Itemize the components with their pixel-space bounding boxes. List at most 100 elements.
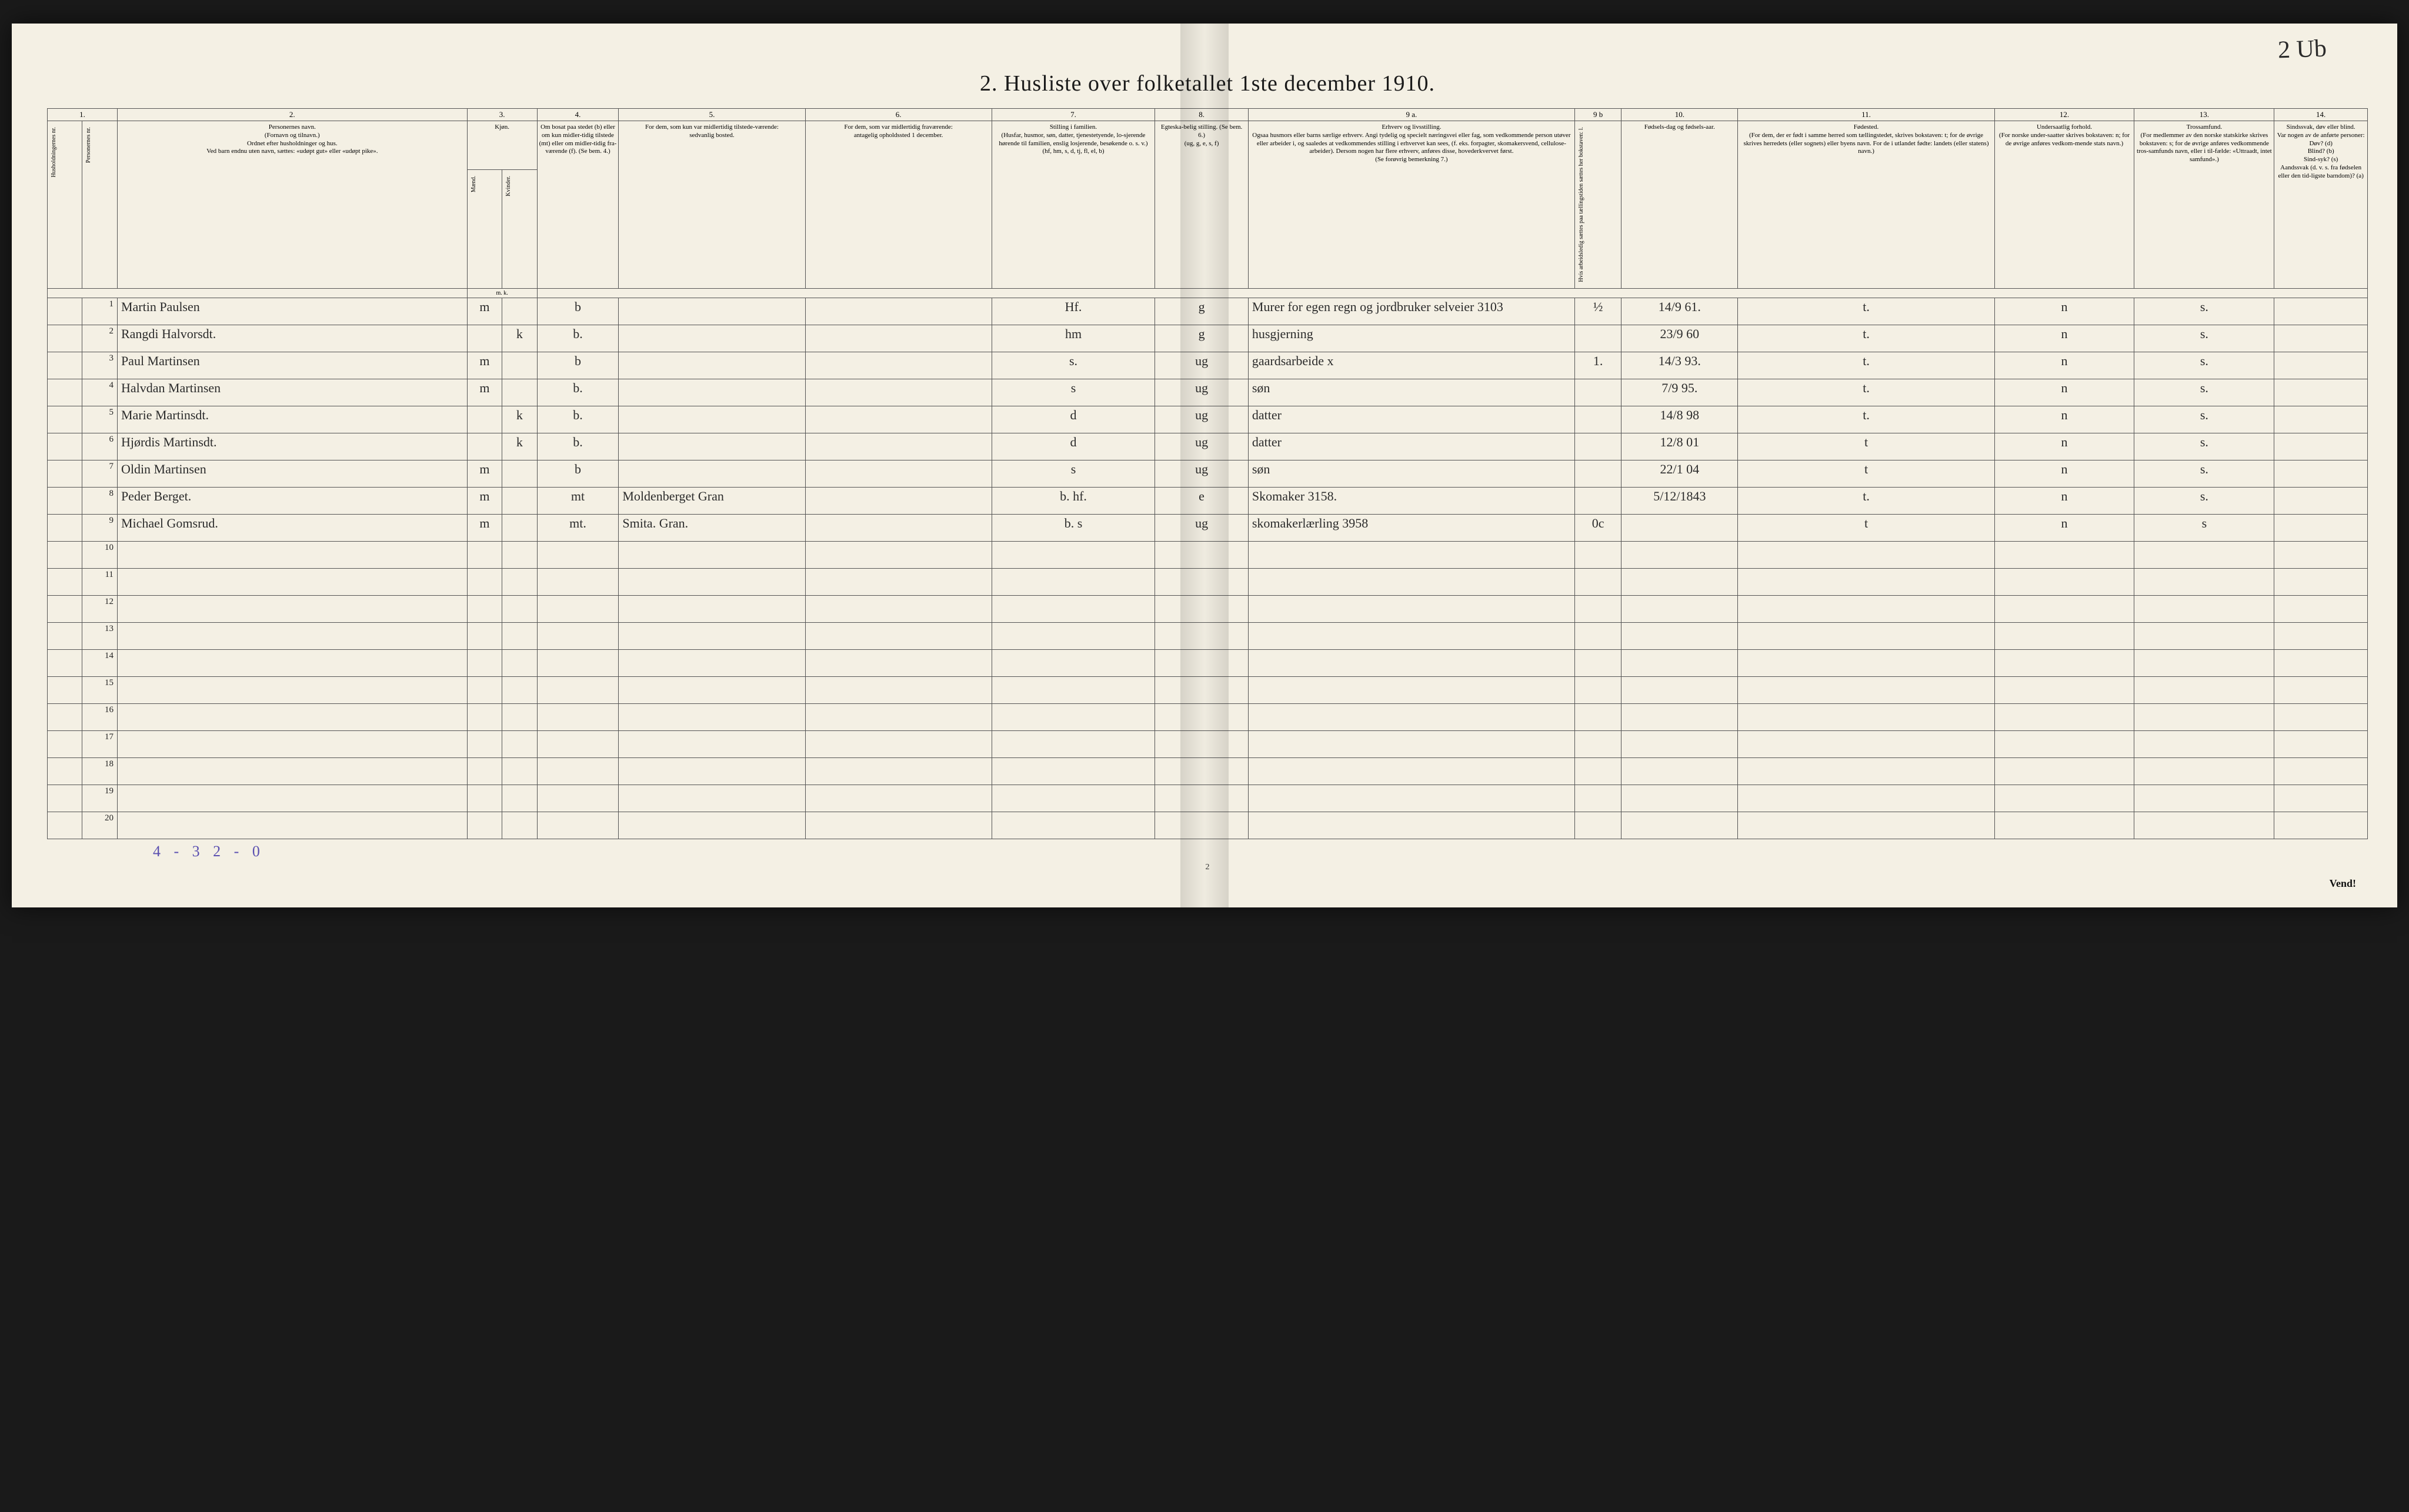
colnum: 7. [992, 109, 1155, 121]
cell [1994, 541, 2134, 568]
cell [992, 703, 1155, 730]
cell: n [1994, 298, 2134, 325]
cell [805, 298, 992, 325]
header-text: Husholdningernes nr. [49, 124, 59, 181]
cell: t. [1738, 406, 1994, 433]
page-number: 2 [47, 863, 2368, 872]
cell [48, 541, 82, 568]
cell [2134, 541, 2274, 568]
cell: n [1994, 460, 2134, 487]
cell: ug [1155, 406, 1249, 433]
cell: 17 [82, 730, 117, 757]
cell [2134, 812, 2274, 839]
table-row: 1Martin PaulsenmbHf.gMurer for egen regn… [48, 298, 2368, 325]
cell [619, 757, 805, 785]
cell [537, 785, 619, 812]
cell: Marie Martinsdt. [117, 406, 467, 433]
cell [992, 649, 1155, 676]
cell [2134, 785, 2274, 812]
cell [1155, 649, 1249, 676]
cell: 12 [82, 595, 117, 622]
cell: ug [1155, 460, 1249, 487]
cell: b [537, 460, 619, 487]
cell [48, 757, 82, 785]
cell [467, 757, 502, 785]
cell: 9 [82, 514, 117, 541]
cell [1574, 785, 1621, 812]
cell: n [1994, 487, 2134, 514]
cell: g [1155, 325, 1249, 352]
cell: t. [1738, 325, 1994, 352]
cell [48, 730, 82, 757]
colnum: 13. [2134, 109, 2274, 121]
cell: 16 [82, 703, 117, 730]
cell [502, 541, 537, 568]
cell: Halvdan Martinsen [117, 379, 467, 406]
header-birthdate: Fødsels-dag og fødsels-aar. [1621, 121, 1738, 289]
cell [2134, 757, 2274, 785]
cell: skomakerlærling 3958 [1248, 514, 1574, 541]
header-occupation: Erhverv og livsstilling. Ogsaa husmors e… [1248, 121, 1574, 289]
cell [502, 460, 537, 487]
cell: hm [992, 325, 1155, 352]
cell [502, 487, 537, 514]
cell: n [1994, 514, 2134, 541]
cell [805, 730, 992, 757]
table-row: 13 [48, 622, 2368, 649]
cell: d [992, 433, 1155, 460]
cell: ug [1155, 433, 1249, 460]
cell: husgjerning [1248, 325, 1574, 352]
cell [619, 406, 805, 433]
cell [619, 785, 805, 812]
cell: 7/9 95. [1621, 379, 1738, 406]
cell [502, 622, 537, 649]
cell [502, 812, 537, 839]
cell: t [1738, 460, 1994, 487]
cell [1248, 595, 1574, 622]
cell [992, 757, 1155, 785]
cell [2274, 325, 2368, 352]
cell [1248, 568, 1574, 595]
cell: t [1738, 514, 1994, 541]
cell [502, 379, 537, 406]
cell [537, 649, 619, 676]
cell [1574, 379, 1621, 406]
cell [467, 812, 502, 839]
cell [1738, 812, 1994, 839]
cell [1155, 676, 1249, 703]
cell: m [467, 514, 502, 541]
cell [502, 568, 537, 595]
cell [1574, 406, 1621, 433]
cell [1994, 649, 2134, 676]
cell [502, 703, 537, 730]
colnum: 9 a. [1248, 109, 1574, 121]
cell [619, 676, 805, 703]
cell: ug [1155, 352, 1249, 379]
cell: mt [537, 487, 619, 514]
cell: gaardsarbeide x [1248, 352, 1574, 379]
cell [2274, 703, 2368, 730]
cell [537, 622, 619, 649]
cell [467, 568, 502, 595]
header-name: Personernes navn. (Fornavn og tilnavn.) … [117, 121, 467, 289]
table-row: 7Oldin Martinsenmbsugsøn22/1 04tns. [48, 460, 2368, 487]
cell [117, 541, 467, 568]
cell [2274, 622, 2368, 649]
cell [1574, 433, 1621, 460]
cell [2274, 568, 2368, 595]
table-row: 6Hjørdis Martinsdt.kb.dugdatter12/8 01tn… [48, 433, 2368, 460]
colnum: 8. [1155, 109, 1249, 121]
cell: Michael Gomsrud. [117, 514, 467, 541]
cell [1248, 730, 1574, 757]
cell [467, 541, 502, 568]
header-text: Hvis arbeidsledig sættes paa tællingstid… [1577, 124, 1587, 286]
cell [2134, 622, 2274, 649]
cell: k [502, 325, 537, 352]
cell [805, 541, 992, 568]
cell [2274, 298, 2368, 325]
cell: 22/1 04 [1621, 460, 1738, 487]
cell [117, 785, 467, 812]
cell [117, 703, 467, 730]
cell [1738, 676, 1994, 703]
cell: 11 [82, 568, 117, 595]
